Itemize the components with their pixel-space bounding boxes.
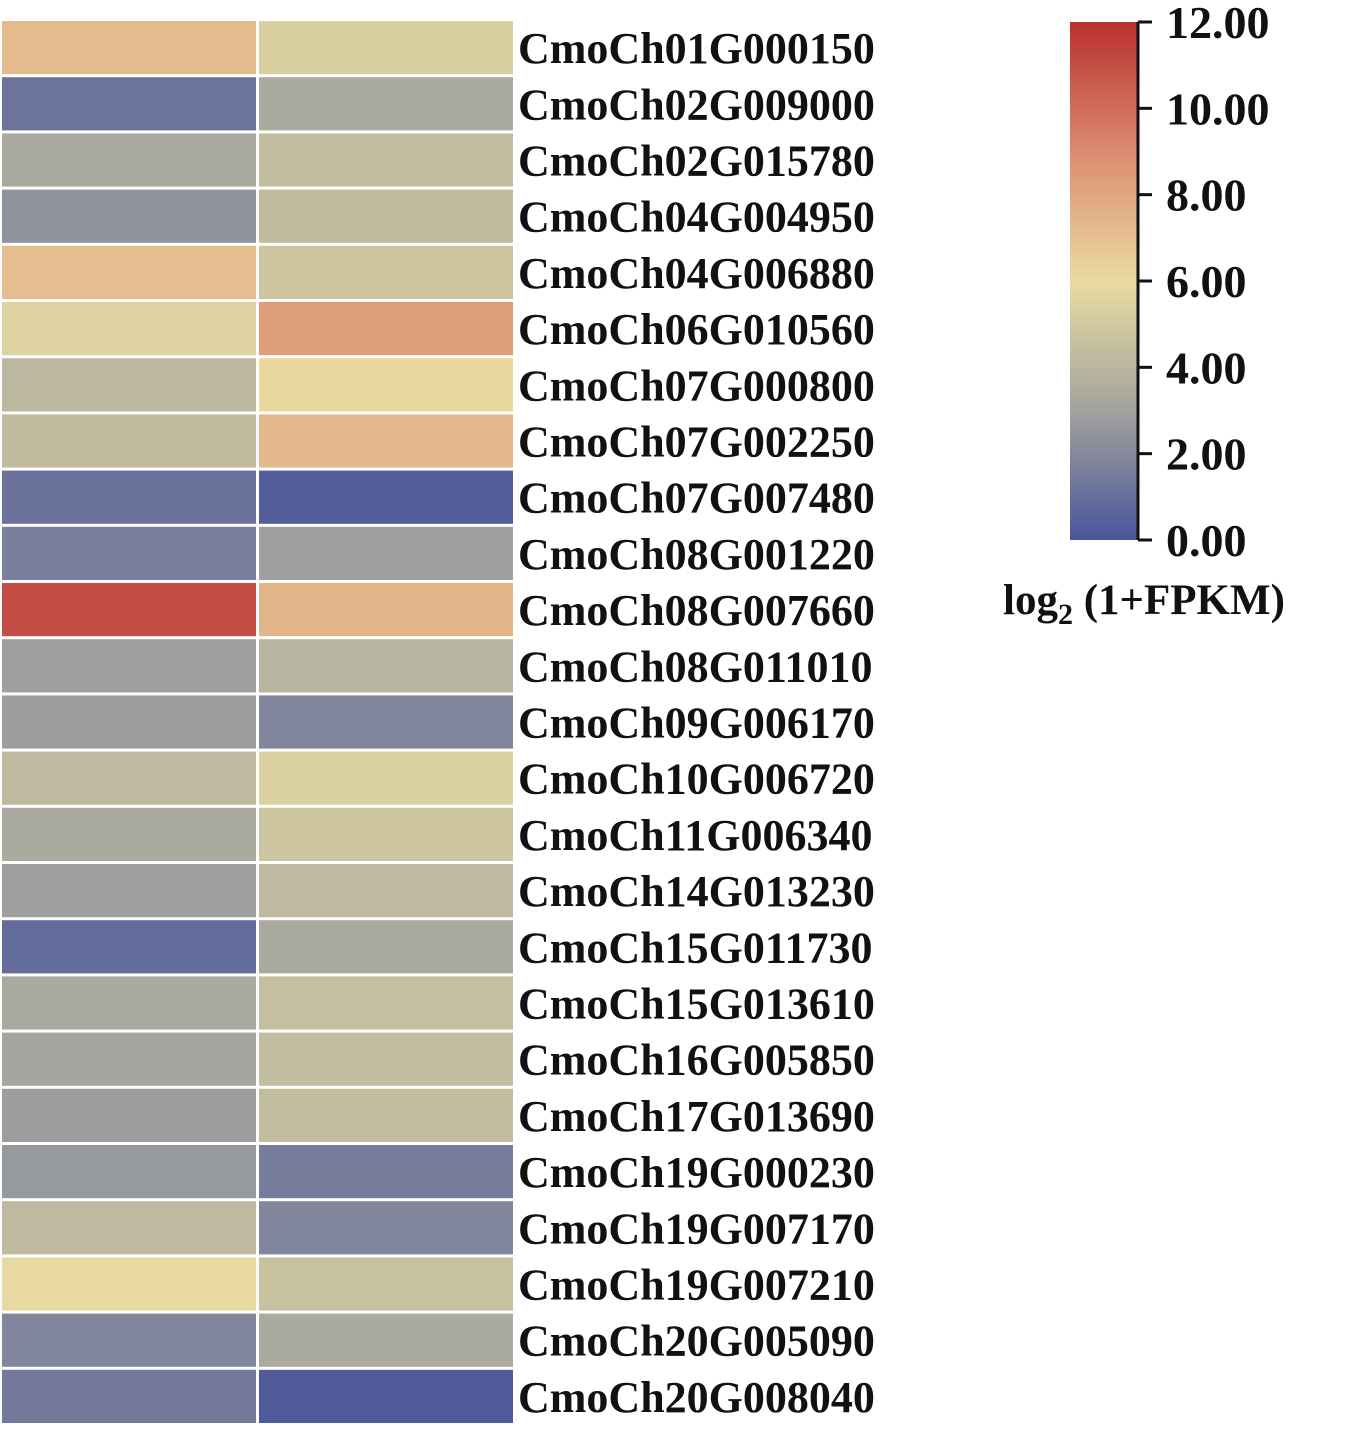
gene-label: CmoCh15G011730 [518,923,872,972]
gene-label: CmoCh06G010560 [518,305,875,354]
gene-label: CmoCh19G000230 [518,1148,875,1197]
heatmap-cells [2,21,513,1423]
heatmap-cell [2,807,256,861]
heatmap-cell [2,1313,256,1367]
heatmap-cell [259,1369,513,1423]
gene-label: CmoCh04G004950 [518,193,875,242]
gene-label: CmoCh14G013230 [518,867,875,916]
colorbar-title-main: log [1003,577,1058,624]
heatmap-cell [2,920,256,974]
gene-label: CmoCh20G008040 [518,1373,875,1422]
colorbar-tick-label: 0.00 [1166,515,1247,566]
gene-label: CmoCh07G007480 [518,474,875,523]
heatmap-cell [259,583,513,637]
gene-label: CmoCh01G000150 [518,24,875,73]
heatmap-cell [259,864,513,918]
gene-label: CmoCh17G013690 [518,1092,875,1141]
gene-label: CmoCh19G007210 [518,1261,875,1310]
heatmap-cell [2,1032,256,1086]
gene-label: CmoCh02G015780 [518,137,875,186]
gene-label: CmoCh15G013610 [518,980,875,1029]
heatmap-cell [259,77,513,131]
heatmap-cell [2,77,256,131]
heatmap-cell [259,21,513,75]
colorbar: 12.00 10.00 8.00 6.00 4.00 2.00 0.00 log2 (1+F… [1003,0,1285,631]
heatmap-cell [259,526,513,580]
colorbar-tick-label: 12.00 [1166,0,1270,48]
heatmap-cell [2,302,256,356]
heatmap-cell [2,189,256,243]
heatmap-cell [259,639,513,693]
colorbar-tick-label: 6.00 [1166,256,1247,307]
heatmap-cell [2,1145,256,1199]
heatmap-cell [2,976,256,1030]
gene-label: CmoCh07G000800 [518,361,875,410]
heatmap-cell [2,470,256,524]
colorbar-tick-label: 8.00 [1166,170,1247,221]
gene-label: CmoCh19G007170 [518,1204,875,1253]
heatmap-cell [2,1257,256,1311]
heatmap-cell [259,751,513,805]
heatmap-cell [2,751,256,805]
heatmap-cell [2,245,256,299]
heatmap-cell [259,1032,513,1086]
gene-label: CmoCh02G009000 [518,80,875,129]
gene-label: CmoCh04G006880 [518,249,875,298]
heatmap-cell [259,133,513,187]
heatmap-cell [259,470,513,524]
heatmap-cell [2,639,256,693]
heatmap-cell [2,864,256,918]
heatmap-cell [2,1369,256,1423]
heatmap-cell [2,1201,256,1255]
heatmap-cell [259,245,513,299]
colorbar-title: log2 (1+FPKM) [1003,577,1285,631]
heatmap-cell [2,695,256,749]
colorbar-gradient [1070,22,1138,540]
heatmap-cell [259,358,513,412]
colorbar-tick-label: 4.00 [1166,342,1247,393]
colorbar-title-sub: 2 [1058,598,1073,631]
gene-label: CmoCh08G007660 [518,586,875,635]
heatmap-cell [259,1313,513,1367]
gene-label: CmoCh08G011010 [518,642,872,691]
gene-label: CmoCh20G005090 [518,1317,875,1366]
heatmap-cell [259,1088,513,1142]
heatmap-cell [259,1201,513,1255]
colorbar-tick-label: 10.00 [1166,83,1270,134]
heatmap-cell [259,976,513,1030]
heatmap-cell [259,807,513,861]
gene-label: CmoCh08G001220 [518,530,875,579]
heatmap-cell [259,189,513,243]
heatmap-cell [2,133,256,187]
heatmap-cell [2,358,256,412]
heatmap-cell [259,1257,513,1311]
heatmap-cell [2,1088,256,1142]
heatmap-cell [259,414,513,468]
heatmap-cell [2,21,256,75]
gene-label: CmoCh09G006170 [518,699,875,748]
heatmap-cell [259,695,513,749]
colorbar-tick-label: 2.00 [1166,429,1247,480]
heatmap-cell [2,414,256,468]
gene-label: CmoCh11G006340 [518,811,872,860]
heatmap-cell [2,583,256,637]
colorbar-ticks: 12.00 10.00 8.00 6.00 4.00 2.00 0.00 [1136,0,1270,566]
heatmap-cell [259,302,513,356]
colorbar-title-rest: (1+FPKM) [1073,577,1285,624]
gene-label: CmoCh16G005850 [518,1036,875,1085]
heatmap-cell [259,1145,513,1199]
heatmap-cell [259,920,513,974]
heatmap-cell [2,526,256,580]
gene-label: CmoCh10G006720 [518,755,875,804]
gene-labels: CmoCh01G000150 CmoCh02G009000 CmoCh02G0157… [518,24,875,1422]
gene-label: CmoCh07G002250 [518,418,875,467]
